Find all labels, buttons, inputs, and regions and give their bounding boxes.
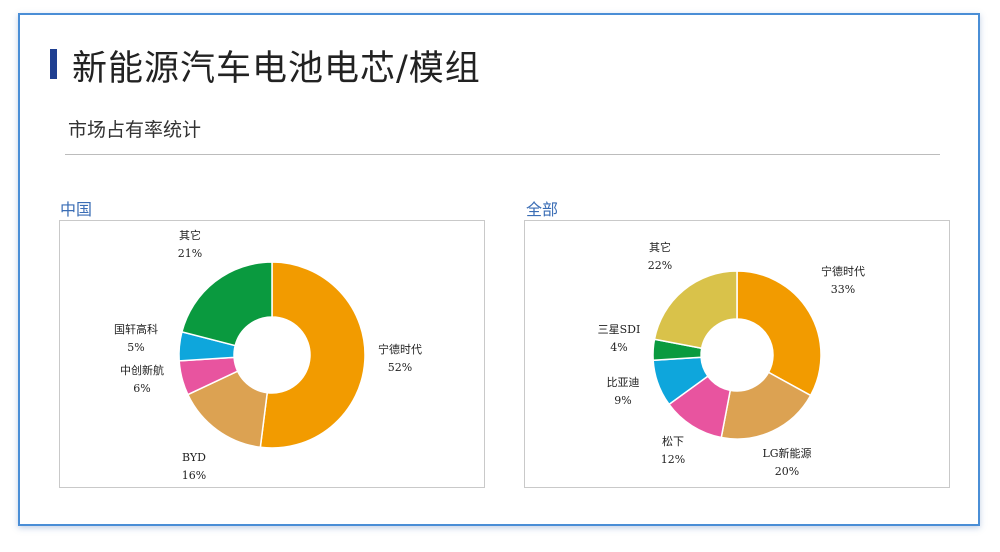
slice-value-label: 16% [182,469,206,482]
donut-slice [259,261,366,449]
slice-name-label: 宁德时代 [821,264,865,278]
all-chart-panel: 宁德时代 33% LG新能源 20% 松下 12% 比亚迪 9% 三星SDI 4% 其它 22% [524,220,950,488]
slice-value-label: 22% [648,259,672,272]
slice-name-label: 其它 [179,228,201,242]
slice-value-label: 4% [610,341,627,354]
china-chart-panel: 宁德时代 52% BYD 16% 中创新航 6% 国轩高科 5% 其它 21% [59,220,485,488]
donut-slice [181,261,273,347]
china-chart-title: 中国 [60,200,93,219]
all-donut-chart: 宁德时代 33% LG新能源 20% 松下 12% 比亚迪 9% 三星SDI 4% 其它 22% [598,240,865,478]
title-accent-bar [50,49,57,79]
slice-name-label: 国轩高科 [114,322,158,336]
slice-value-label: 21% [178,247,202,260]
slice-value-label: 20% [775,465,799,478]
slice-name-label: 松下 [662,434,684,448]
divider [65,154,940,155]
slice-value-label: 5% [127,341,144,354]
slice-name-label: 比亚迪 [607,376,640,389]
china-donut-chart: 宁德时代 52% BYD 16% 中创新航 6% 国轩高科 5% 其它 21% [114,228,422,482]
slice-name-label: 其它 [649,240,671,254]
all-chart-title: 全部 [526,200,559,219]
slice-value-label: 12% [661,453,685,466]
slice-name-label: 中创新航 [120,363,164,377]
slice-value-label: 9% [614,394,631,407]
slice-name-label: 宁德时代 [378,342,422,356]
page-subtitle: 市场占有率统计 [68,119,202,141]
donut-slice [653,270,738,350]
slice-name-label: 三星SDI [598,323,641,336]
slice-value-label: 6% [133,382,150,395]
slice-name-label: BYD [182,451,206,464]
slice-value-label: 33% [831,283,855,296]
donut-slice [736,270,822,397]
slice-value-label: 52% [388,361,412,374]
page-title: 新能源汽车电池电芯/模组 [72,49,481,89]
slice-name-label: LG新能源 [762,446,811,460]
